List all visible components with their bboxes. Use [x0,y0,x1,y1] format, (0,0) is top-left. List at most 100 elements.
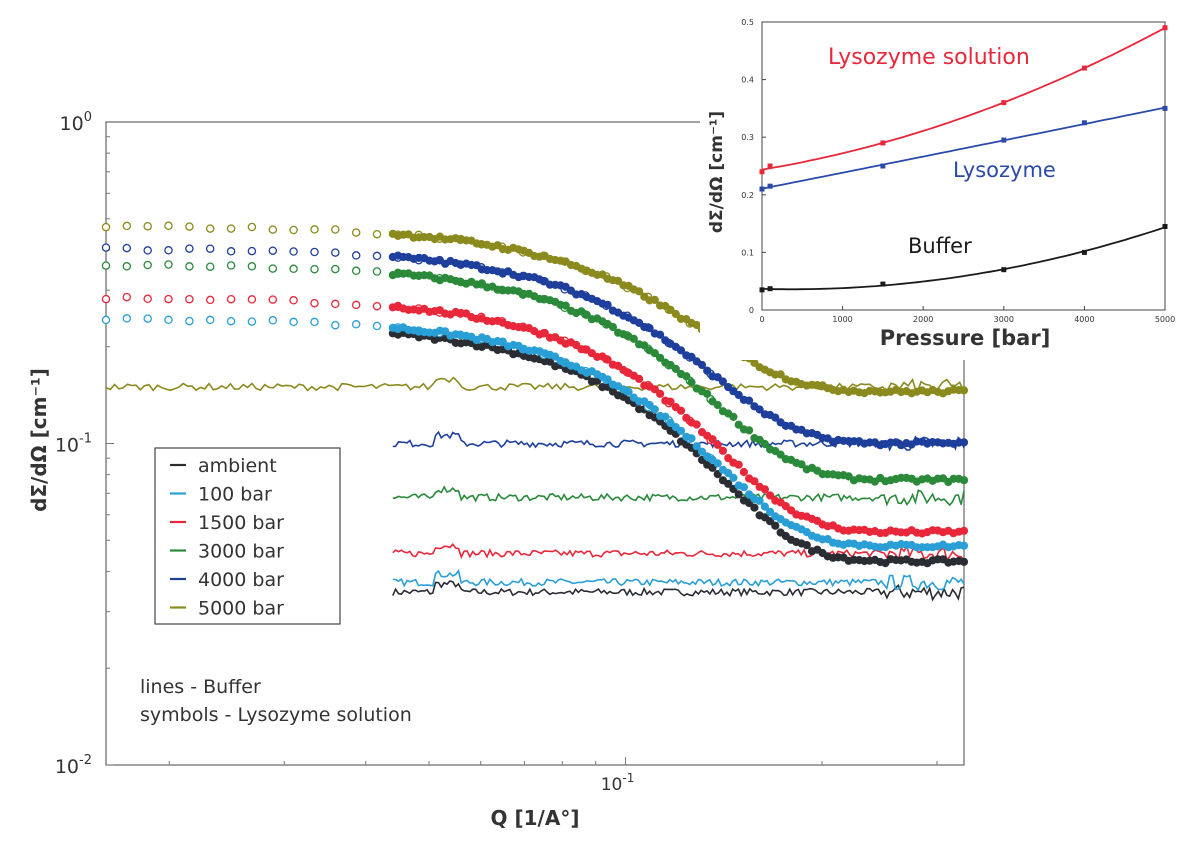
data-point [713,440,722,449]
data-point [713,373,722,382]
inset-data-point [1001,137,1007,143]
data-point-open [310,298,319,308]
data-point-open [185,316,194,326]
legend-frame [154,447,341,625]
data-point-open [185,262,194,271]
data-point [760,439,770,449]
data-point-open [247,295,257,304]
data-point-open [268,295,278,304]
data-point [687,378,696,387]
data-point-open [205,315,215,325]
data-point [624,387,633,396]
data-point [739,467,749,477]
data-point-open [247,317,257,326]
inset-data-point [759,287,765,293]
data-point-open [101,294,111,304]
legend-label-4000-bar: 4000 bar [198,569,284,591]
inset-x-tick-label: 2000 [913,315,933,324]
legend-label-3000-bar: 3000 bar [198,541,284,563]
inset-series [759,25,1168,293]
data-point [729,473,738,482]
data-point [750,477,759,486]
note-line-symbols: symbols - Lysozyme solution [140,704,412,726]
data-point [666,397,675,406]
inset-data-point [767,286,773,292]
data-point [703,389,712,398]
data-point [734,420,743,429]
data-point [666,305,675,314]
data-point [734,490,743,499]
data-point [781,502,790,511]
inset-series-Buffer [759,223,1168,293]
data-point [603,375,612,384]
inset-y-tick-label: 0.1 [741,248,754,257]
inset-fit-line [761,226,1166,291]
data-point [603,355,612,364]
inset-label-lysozyme-solution: Lysozyme solution [828,45,1030,70]
data-point-open [164,246,173,255]
data-point [682,413,691,422]
data-point-open [122,262,132,271]
data-point [959,526,969,535]
data-point-open [351,228,361,237]
data-point-open [247,222,257,232]
inset-data-point [1081,120,1087,126]
data-point-open [185,294,194,304]
data-point-open [247,262,257,271]
data-point [766,517,775,526]
data-point-open [247,246,257,256]
data-point-open [122,314,132,323]
data-point [598,270,607,279]
data-point [724,469,733,478]
data-point [640,341,649,350]
data-point [551,352,560,361]
data-point-open [372,301,382,311]
data-point-open [310,317,319,327]
data-point [760,485,770,494]
inset-plot-frame [761,21,1166,311]
inset-data-point [1162,25,1168,31]
data-point-open [122,221,132,231]
data-point [682,372,691,381]
buffer-line-3000-bar [392,485,965,507]
data-point-open [289,225,298,235]
data-point-open [205,244,215,253]
main-y-tick-label: 10-2 [55,753,92,778]
inset-label-lysozyme: Lysozyme [953,158,1056,182]
data-point-open [143,294,152,304]
main-x-tick-label: 10-1 [601,771,635,795]
data-point-open [331,264,340,274]
data-point [959,541,969,550]
data-point-open [226,316,236,326]
data-point [959,438,969,447]
data-point [671,364,680,373]
inset-y-tick-label: 0 [749,306,754,315]
data-point [745,426,754,435]
data-point-open [122,292,132,302]
data-point [650,385,659,394]
data-point [766,507,775,516]
data-point-open [164,221,173,231]
buffer-line-5000-bar [105,376,965,397]
inset-background [700,0,1200,360]
data-point-open [289,264,298,274]
data-point [718,446,728,455]
inset-y-axis-label: dΣ/dΩ [cm⁻¹] [707,111,727,233]
data-point [614,361,623,370]
data-point [661,412,670,421]
data-point [724,479,733,488]
data-point [572,340,581,350]
data-point [750,503,759,512]
data-point [650,295,659,304]
main-y-axis-label: dΣ/dΩ [cm⁻¹] [27,368,51,512]
data-point [713,459,722,468]
data-point [650,349,659,358]
data-point [561,301,570,310]
data-point-open [372,321,382,331]
inset-y-tick-label: 0.3 [741,133,754,142]
data-point-open [205,262,215,271]
inset-x-axis-label: Pressure [bar] [880,326,1051,350]
inset-data-point [759,169,765,175]
data-point [645,400,654,410]
